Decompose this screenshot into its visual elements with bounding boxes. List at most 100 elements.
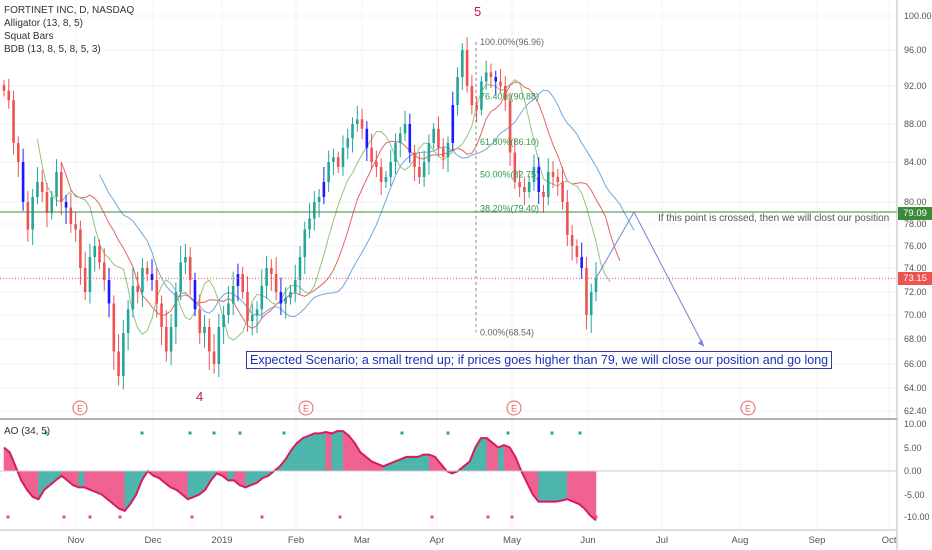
- candle-body: [341, 147, 345, 167]
- ao-bar: [555, 470, 562, 502]
- time-tick-label: Oct: [882, 535, 897, 546]
- candle-body: [489, 72, 493, 77]
- candle-body: [184, 257, 187, 263]
- candle-body: [503, 86, 507, 101]
- candle-body: [556, 177, 560, 182]
- ao-signal-dot: [510, 515, 514, 519]
- ao-bar: [498, 444, 505, 472]
- ao-bar: [95, 470, 102, 495]
- ao-bar: [544, 470, 551, 502]
- candle-body: [241, 274, 245, 292]
- candle-body: [441, 147, 445, 158]
- ao-signal-dot: [6, 515, 10, 519]
- ao-tick-label: 5.00: [904, 443, 922, 453]
- candle-body: [17, 143, 20, 162]
- candle-body: [475, 105, 478, 110]
- wave-4-label: 4: [196, 389, 204, 404]
- ao-signal-dot: [446, 431, 450, 435]
- ao-bar: [78, 470, 85, 488]
- time-tick-label: Mar: [354, 535, 370, 546]
- price-tick-label: 66.00: [904, 359, 927, 369]
- earnings-marker-label: E: [77, 404, 83, 414]
- candle-body: [580, 257, 583, 268]
- candle-body: [465, 50, 469, 86]
- candle-body: [150, 274, 154, 280]
- candle-body: [594, 278, 598, 292]
- stop-price-tag: 79.09: [898, 207, 932, 220]
- time-tick-label: 2019: [211, 535, 232, 546]
- candle-body: [260, 286, 264, 310]
- candle-body: [227, 303, 230, 315]
- price-tick-label: 76.00: [904, 241, 927, 251]
- candle-body: [308, 218, 311, 230]
- ao-signal-dot: [260, 515, 264, 519]
- stop-note: If this point is crossed, then we will c…: [658, 213, 890, 224]
- candle-body: [336, 157, 340, 167]
- earnings-marker: [506, 400, 522, 416]
- candle-body: [40, 182, 44, 192]
- ao-bar: [337, 430, 344, 472]
- candle-body: [551, 172, 555, 177]
- time-tick-label: Jun: [580, 535, 595, 546]
- candle-body: [355, 119, 359, 124]
- ao-tick-label: 0.00: [904, 466, 922, 476]
- main-legend: FORTINET INC, D, NASDAQ Alligator (13, 8…: [4, 4, 134, 56]
- ao-bar: [325, 431, 332, 472]
- ao-tick-label: -10.00: [904, 512, 930, 522]
- candle-body: [174, 292, 178, 327]
- candle-body: [198, 309, 202, 333]
- candle-body: [494, 77, 498, 82]
- ao-signal-dot: [550, 431, 554, 435]
- ao-bar: [578, 470, 585, 510]
- candle-body: [532, 167, 536, 182]
- ao-signal-dot: [44, 431, 48, 435]
- ao-signal-dot: [190, 515, 194, 519]
- ao-legend: AO (34, 5): [4, 426, 51, 437]
- candle-body: [179, 262, 182, 292]
- candle-body: [527, 182, 531, 192]
- candle-body: [566, 202, 569, 235]
- candle-body: [298, 257, 302, 280]
- candle-body: [317, 197, 321, 202]
- ao-bar: [227, 470, 235, 481]
- candle-body: [427, 143, 431, 162]
- candle-body: [21, 162, 25, 202]
- time-tick-label: Sep: [809, 535, 826, 546]
- price-tick-label: 62.40: [904, 406, 927, 416]
- candle-body: [384, 177, 388, 182]
- ao-bar: [538, 470, 545, 502]
- candle-body: [212, 351, 216, 364]
- candle-body: [289, 292, 292, 298]
- ao-tick-label: 10.00: [904, 419, 927, 429]
- alligator-legend: Alligator (13, 8, 5): [4, 18, 83, 29]
- candle-body: [155, 280, 159, 304]
- ao-tick-label: -5.00: [904, 490, 925, 500]
- candle-body: [250, 315, 254, 321]
- candle-body: [231, 286, 235, 304]
- candle-body: [351, 124, 354, 139]
- candle-body: [484, 72, 488, 82]
- ao-bar: [314, 433, 321, 472]
- fib-level-label: 0.00%(68.54): [480, 328, 534, 338]
- ao-signal-dot: [594, 515, 598, 519]
- ao-bar: [423, 454, 430, 472]
- ao-bar: [561, 470, 568, 501]
- candle-body: [422, 162, 426, 177]
- ao-bar: [112, 470, 120, 510]
- price-tick-label: 64.00: [904, 383, 927, 393]
- candle-body: [375, 162, 378, 167]
- candle-body: [265, 268, 268, 286]
- fibonacci-retracement: 100.00%(96.96) 76.40%(90.88) 61.80%(86.10)…: [475, 37, 544, 338]
- ao-signal-dot: [212, 431, 216, 435]
- ao-bar: [308, 433, 315, 472]
- candle-body: [79, 229, 82, 268]
- price-tick-label: 72.00: [904, 287, 927, 297]
- candle-body: [36, 182, 39, 197]
- candle-body: [398, 133, 402, 143]
- scenario-annotation: Expected Scenario; a small trend up; if …: [246, 351, 833, 369]
- time-tick-label: Jul: [656, 535, 668, 546]
- price-tick-label: 74.00: [904, 263, 927, 273]
- candle-body: [217, 327, 221, 364]
- ao-signal-dot: [338, 515, 342, 519]
